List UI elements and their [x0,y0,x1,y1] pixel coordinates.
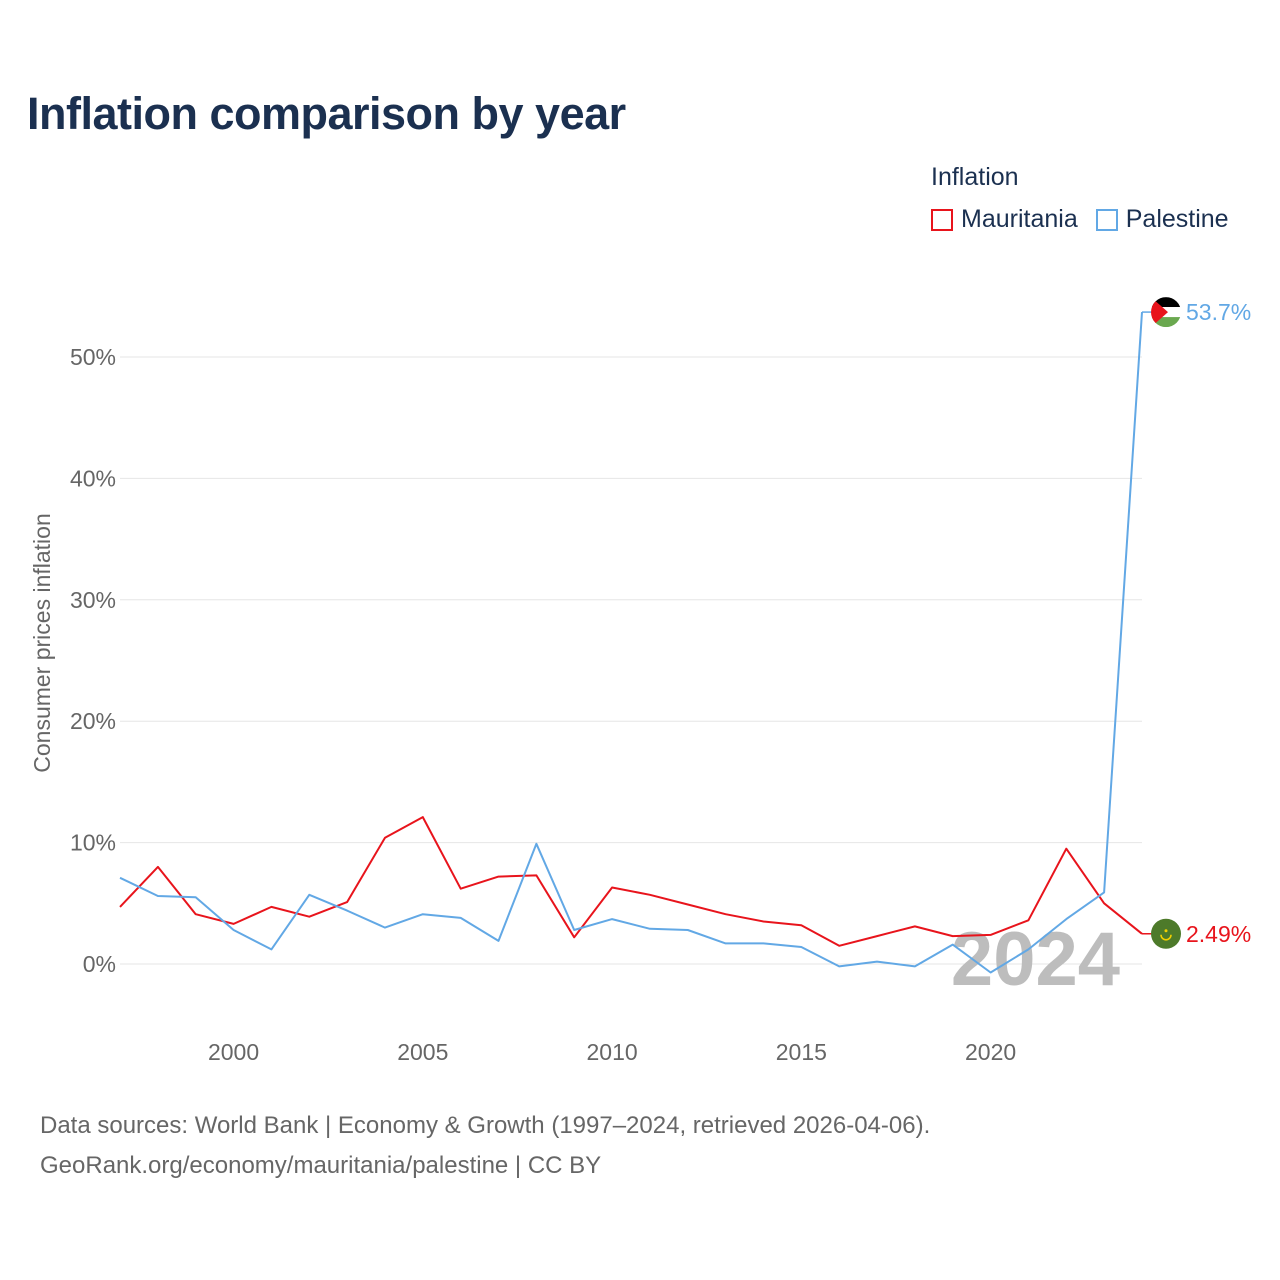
year-watermark: 2024 [951,917,1120,1002]
y-tick-label: 40% [70,465,116,491]
end-label-mauritania: 2.49% [1186,921,1251,947]
source-line-1: Data sources: World Bank | Economy & Gro… [40,1112,931,1139]
series-lines [119,312,1143,974]
chart-title: Inflation comparison by year [27,88,626,139]
palestine-flag-icon [1151,297,1181,328]
legend-item-palestine[interactable]: Palestine [1095,205,1229,234]
mauritania-flag-icon [1151,918,1181,949]
y-tick-label: 50% [70,344,116,370]
y-tick-label: 30% [70,587,116,613]
x-tick-label: 2015 [776,1039,827,1065]
x-tick-label: 2005 [397,1039,448,1065]
y-tick-label: 20% [70,708,116,734]
legend-swatch-palestine [1095,208,1118,231]
legend-item-mauritania[interactable]: Mauritania [931,205,1078,234]
end-label-palestine: 53.7% [1186,299,1251,325]
legend: Mauritania Palestine [931,205,1247,234]
y-tick-labels: 0% 10% 20% 30% 40% 50% [70,344,116,977]
legend-label-palestine: Palestine [1125,205,1229,233]
x-tick-label: 2000 [208,1039,259,1065]
y-tick-label: 0% [83,951,116,977]
source-line-2[interactable]: GeoRank.org/economy/mauritania/palestine… [40,1152,602,1179]
y-tick-label: 10% [70,830,116,856]
x-tick-label: 2020 [965,1039,1016,1065]
legend-swatch-mauritania [931,208,953,231]
series-line-palestine[interactable] [119,312,1143,974]
y-axis-title: Consumer prices inflation [29,513,55,773]
x-tick-label: 2010 [586,1039,637,1065]
legend-label-mauritania: Mauritania [961,205,1078,233]
end-markers: 2.49% 53.7% [1142,297,1251,949]
source-note: Data sources: World Bank | Economy & Gro… [40,1106,930,1186]
legend-title: Inflation [931,163,1019,191]
series-line-mauritania[interactable] [119,816,1143,947]
gridlines [120,356,1142,965]
x-tick-labels: 2000 2005 2010 2015 2020 [208,1039,1016,1065]
